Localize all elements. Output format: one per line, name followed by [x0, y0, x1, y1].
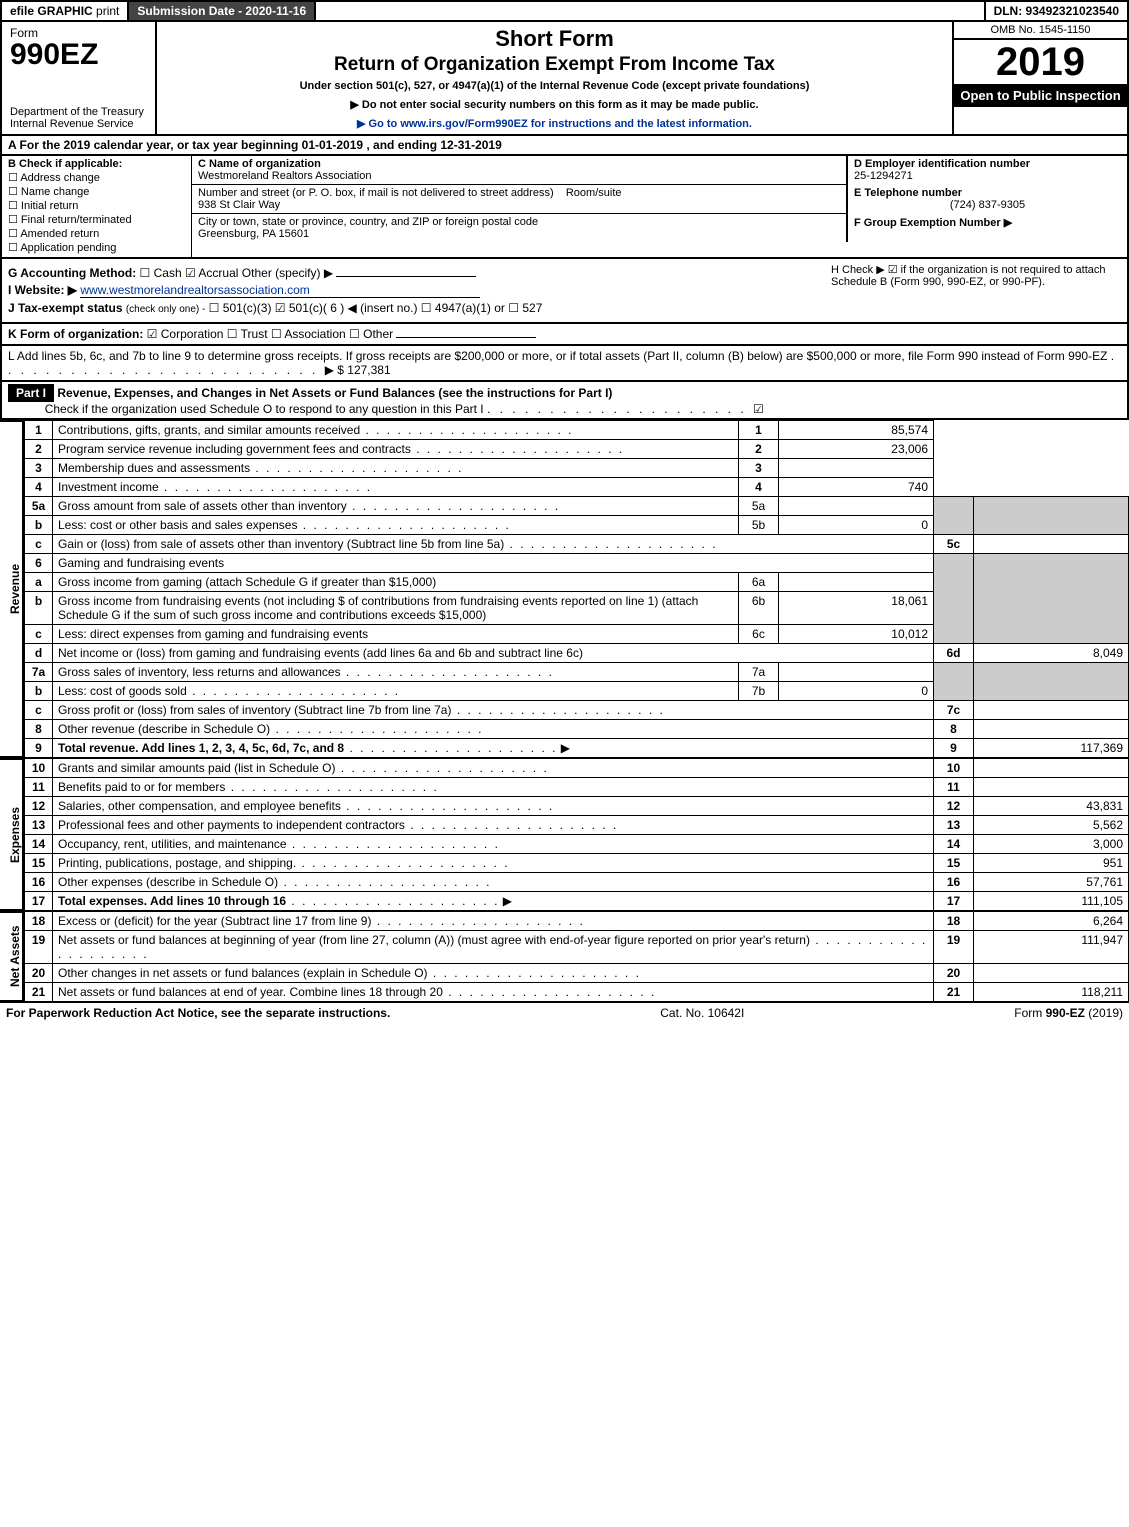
line-10: 10Grants and similar amounts paid (list …: [25, 759, 1129, 778]
line-4: 4Investment income4740: [25, 478, 1129, 497]
section-c-address: Number and street (or P. O. box, if mail…: [192, 185, 847, 214]
open-inspection: Open to Public Inspection: [954, 84, 1127, 107]
ssn-warning: ▶ Do not enter social security numbers o…: [165, 98, 944, 111]
g-label: G Accounting Method:: [8, 266, 136, 280]
ein: 25-1294271: [854, 170, 913, 182]
line-14: 14Occupancy, rent, utilities, and mainte…: [25, 835, 1129, 854]
line-7a: 7aGross sales of inventory, less returns…: [25, 663, 1129, 682]
part-i-checkbox[interactable]: ☑: [753, 402, 764, 416]
form-page-ref: Form 990-EZ (2019): [1014, 1006, 1123, 1020]
g-other[interactable]: Other (specify) ▶: [242, 266, 333, 280]
line-2: 2Program service revenue including gover…: [25, 440, 1129, 459]
line-21: 21Net assets or fund balances at end of …: [25, 983, 1129, 1002]
section-ghij: G Accounting Method: ☐ Cash ☑ Accrual Ot…: [0, 259, 1129, 324]
line-3: 3Membership dues and assessments3: [25, 459, 1129, 478]
section-h: H Check ▶ ☑ if the organization is not r…: [831, 263, 1121, 318]
b-label: B Check if applicable:: [8, 158, 122, 170]
section-c-city: City or town, state or province, country…: [192, 214, 847, 242]
cb-amended-return[interactable]: ☐ Amended return: [8, 227, 185, 240]
line-a: A For the 2019 calendar year, or tax yea…: [0, 136, 1129, 156]
revenue-side-label: Revenue: [0, 420, 24, 758]
treasury-dept: Department of the Treasury: [10, 106, 147, 118]
line-15: 15Printing, publications, postage, and s…: [25, 854, 1129, 873]
section-e: E Telephone number (724) 837-9305: [847, 185, 1127, 214]
section-c-name: C Name of organization Westmoreland Real…: [192, 156, 847, 185]
top-bar: efile GRAPHIC print Submission Date - 20…: [0, 0, 1129, 22]
line-12: 12Salaries, other compensation, and empl…: [25, 797, 1129, 816]
website-link[interactable]: www.westmorelandrealtorsassociation.com: [80, 283, 480, 298]
line-18: 18Excess or (deficit) for the year (Subt…: [25, 912, 1129, 931]
section-d: D Employer identification number 25-1294…: [847, 156, 1127, 185]
section-b: B Check if applicable: ☐ Address change …: [2, 156, 192, 257]
org-name: Westmoreland Realtors Association: [198, 170, 371, 182]
form-header: Form 990EZ Department of the Treasury In…: [0, 22, 1129, 136]
form-title: Short Form: [165, 26, 944, 52]
g-cash[interactable]: ☐ Cash: [140, 266, 182, 280]
cat-no: Cat. No. 10642I: [660, 1006, 744, 1020]
street-address: 938 St Clair Way: [198, 199, 280, 211]
under-section: Under section 501(c), 527, or 4947(a)(1)…: [165, 80, 944, 92]
i-label: I Website: ▶: [8, 283, 77, 297]
submission-date: Submission Date - 2020-11-16: [129, 2, 316, 20]
cb-address-change[interactable]: ☐ Address change: [8, 171, 185, 184]
cb-application-pending[interactable]: ☐ Application pending: [8, 241, 185, 254]
line-l: L Add lines 5b, 6c, and 7b to line 9 to …: [0, 346, 1129, 382]
dln: DLN: 93492321023540: [984, 2, 1127, 20]
line-6: 6Gaming and fundraising events: [25, 554, 1129, 573]
line-17: 17Total expenses. Add lines 10 through 1…: [25, 892, 1129, 911]
line-9: 9Total revenue. Add lines 1, 2, 3, 4, 5c…: [25, 739, 1129, 758]
k-options[interactable]: ☑ Corporation ☐ Trust ☐ Association ☐ Ot…: [147, 327, 393, 341]
netassets-side-label: Net Assets: [0, 911, 24, 1002]
g-accrual[interactable]: ☑ Accrual: [185, 266, 238, 280]
j-label: J Tax-exempt status: [8, 301, 123, 315]
city-state-zip: Greensburg, PA 15601: [198, 228, 309, 240]
line-6d: dNet income or (loss) from gaming and fu…: [25, 644, 1129, 663]
line-13: 13Professional fees and other payments t…: [25, 816, 1129, 835]
page-footer: For Paperwork Reduction Act Notice, see …: [0, 1002, 1129, 1023]
irs-label: Internal Revenue Service: [10, 118, 147, 130]
line-16: 16Other expenses (describe in Schedule O…: [25, 873, 1129, 892]
part-i-header: Part I Revenue, Expenses, and Changes in…: [0, 382, 1129, 420]
info-block: B Check if applicable: ☐ Address change …: [0, 156, 1129, 259]
line-7c: cGross profit or (loss) from sales of in…: [25, 701, 1129, 720]
line-5a: 5aGross amount from sale of assets other…: [25, 497, 1129, 516]
cb-final-return[interactable]: ☐ Final return/terminated: [8, 213, 185, 226]
line-k: K Form of organization: ☑ Corporation ☐ …: [0, 324, 1129, 346]
form-subtitle: Return of Organization Exempt From Incom…: [165, 54, 944, 76]
line-11: 11Benefits paid to or for members11: [25, 778, 1129, 797]
paperwork-notice: For Paperwork Reduction Act Notice, see …: [6, 1006, 390, 1020]
line-8: 8Other revenue (describe in Schedule O)8: [25, 720, 1129, 739]
tax-year: 2019: [954, 40, 1127, 84]
section-f: F Group Exemption Number ▶: [847, 214, 1127, 242]
cb-initial-return[interactable]: ☐ Initial return: [8, 199, 185, 212]
j-options[interactable]: ☐ 501(c)(3) ☑ 501(c)( 6 ) ◀ (insert no.)…: [209, 301, 543, 315]
line-1: 1Contributions, gifts, grants, and simil…: [25, 421, 1129, 440]
expenses-table: 10Grants and similar amounts paid (list …: [24, 758, 1129, 911]
efile-label: efile GRAPHIC print: [2, 2, 129, 20]
l-value: ▶ $ 127,381: [325, 363, 391, 377]
line-19: 19Net assets or fund balances at beginni…: [25, 931, 1129, 964]
omb-number: OMB No. 1545-1150: [954, 22, 1127, 40]
revenue-table: 1Contributions, gifts, grants, and simil…: [24, 420, 1129, 758]
line-20: 20Other changes in net assets or fund ba…: [25, 964, 1129, 983]
netassets-table: 18Excess or (deficit) for the year (Subt…: [24, 911, 1129, 1002]
irs-link[interactable]: ▶ Go to www.irs.gov/Form990EZ for instru…: [357, 118, 752, 130]
expenses-side-label: Expenses: [0, 758, 24, 911]
line-5c: cGain or (loss) from sale of assets othe…: [25, 535, 1129, 554]
phone: (724) 837-9305: [854, 199, 1121, 211]
form-number: 990EZ: [10, 40, 147, 70]
cb-name-change[interactable]: ☐ Name change: [8, 185, 185, 198]
